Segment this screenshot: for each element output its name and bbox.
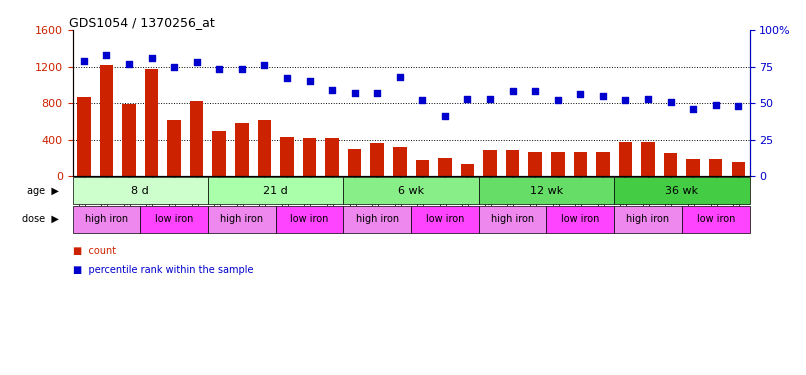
Text: 8 d: 8 d	[131, 186, 149, 196]
Point	[551, 97, 564, 103]
Bar	[258, 120, 271, 176]
Point	[258, 62, 271, 68]
Bar	[574, 152, 587, 176]
Point	[709, 102, 722, 108]
Text: low iron: low iron	[155, 214, 193, 224]
Bar	[303, 138, 316, 176]
Bar	[484, 150, 496, 176]
Text: age  ▶: age ▶	[27, 186, 59, 196]
Point	[213, 66, 226, 72]
Point	[145, 55, 158, 61]
Bar	[596, 152, 609, 176]
Bar	[664, 153, 677, 176]
Bar	[190, 101, 203, 176]
Bar	[343, 206, 411, 232]
Bar	[100, 65, 113, 176]
Point	[574, 92, 587, 98]
Text: dose  ▶: dose ▶	[22, 214, 59, 224]
Bar	[619, 141, 632, 176]
Bar	[73, 206, 140, 232]
Bar	[208, 206, 276, 232]
Bar	[479, 177, 614, 204]
Bar	[614, 206, 682, 232]
Text: low iron: low iron	[290, 214, 329, 224]
Point	[235, 66, 248, 72]
Bar	[479, 206, 546, 232]
Bar	[235, 123, 248, 176]
Bar	[551, 153, 564, 176]
Point	[77, 58, 90, 64]
Point	[642, 96, 654, 102]
Bar	[280, 137, 293, 176]
Point	[190, 59, 203, 65]
Point	[506, 88, 519, 94]
Text: low iron: low iron	[696, 214, 735, 224]
Point	[168, 63, 181, 70]
Point	[393, 74, 406, 80]
Bar	[687, 159, 700, 176]
Bar	[208, 177, 343, 204]
Bar	[343, 177, 479, 204]
Text: high iron: high iron	[85, 214, 128, 224]
Bar	[73, 177, 208, 204]
Text: ■  percentile rank within the sample: ■ percentile rank within the sample	[73, 265, 253, 275]
Text: ■  count: ■ count	[73, 246, 116, 256]
Bar	[145, 69, 158, 176]
Point	[303, 78, 316, 84]
Bar	[614, 177, 750, 204]
Bar	[140, 206, 208, 232]
Bar	[123, 104, 135, 176]
Text: high iron: high iron	[220, 214, 264, 224]
Point	[280, 75, 293, 81]
Text: low iron: low iron	[426, 214, 464, 224]
Point	[348, 90, 361, 96]
Point	[438, 113, 451, 119]
Point	[461, 96, 474, 102]
Point	[596, 93, 609, 99]
Point	[732, 103, 745, 109]
Bar	[461, 164, 474, 176]
Bar	[732, 162, 745, 176]
Text: 21 d: 21 d	[264, 186, 288, 196]
Bar	[438, 158, 451, 176]
Bar	[642, 141, 654, 176]
Bar	[276, 206, 343, 232]
Bar	[168, 120, 181, 176]
Text: low iron: low iron	[561, 214, 600, 224]
Point	[664, 99, 677, 105]
Bar	[326, 138, 339, 176]
Text: GDS1054 / 1370256_at: GDS1054 / 1370256_at	[69, 16, 215, 29]
Text: high iron: high iron	[355, 214, 399, 224]
Bar	[393, 147, 406, 176]
Bar	[506, 150, 519, 176]
Bar	[213, 132, 226, 176]
Point	[529, 88, 542, 94]
Bar	[682, 206, 750, 232]
Text: 12 wk: 12 wk	[530, 186, 563, 196]
Bar	[77, 97, 90, 176]
Bar	[529, 152, 542, 176]
Bar	[709, 159, 722, 176]
Text: high iron: high iron	[626, 214, 670, 224]
Bar	[348, 149, 361, 176]
Point	[687, 106, 700, 112]
Point	[123, 61, 135, 67]
Point	[326, 87, 339, 93]
Text: 6 wk: 6 wk	[398, 186, 424, 196]
Bar	[546, 206, 614, 232]
Bar	[416, 160, 429, 176]
Point	[619, 97, 632, 103]
Bar	[411, 206, 479, 232]
Point	[484, 96, 496, 102]
Bar	[371, 143, 384, 176]
Point	[371, 90, 384, 96]
Text: high iron: high iron	[491, 214, 534, 224]
Point	[100, 52, 113, 58]
Text: 36 wk: 36 wk	[665, 186, 699, 196]
Point	[416, 97, 429, 103]
